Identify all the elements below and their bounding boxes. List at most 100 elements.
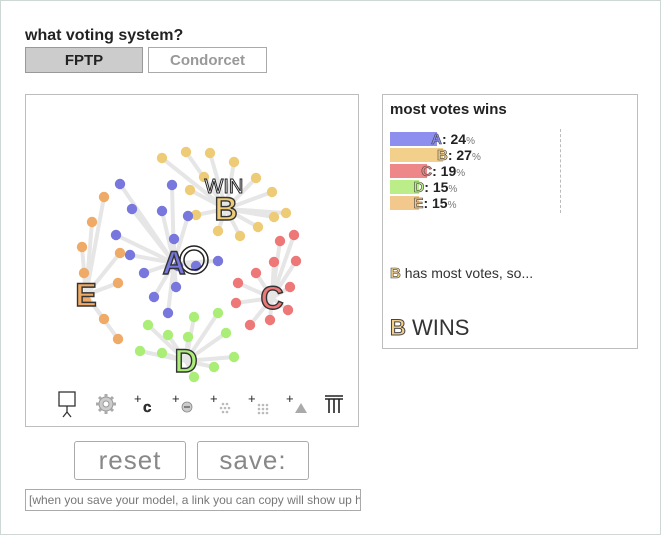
add-voter-icon[interactable]: +	[169, 389, 199, 419]
voter-line	[270, 233, 296, 300]
voter-tool-icon[interactable]	[53, 389, 83, 419]
voter-line	[166, 333, 188, 363]
voter-line	[208, 151, 228, 211]
voter-dot-d	[228, 351, 240, 363]
vote-bar-row-d: D: 15%	[390, 179, 570, 196]
voter-dot-b	[212, 225, 224, 237]
svg-text:+: +	[172, 392, 180, 406]
candidate-a[interactable]: A	[162, 244, 187, 281]
voter-dot-c	[230, 297, 242, 309]
vote-bar-row-b: B: 27%	[390, 147, 570, 164]
voter-dot-a	[162, 307, 174, 319]
voter-dot-e	[76, 241, 88, 253]
voter-dot-c	[264, 314, 276, 326]
voter-dot-c	[288, 229, 300, 241]
voter-dot-d	[156, 347, 168, 359]
vote-bar-label-c: C: 19%	[421, 163, 466, 180]
results-panel: most votes wins A: 24% B: 27% C: 19% D: 15%…	[382, 94, 638, 349]
voter-dot-d	[212, 307, 224, 319]
voter-line	[236, 281, 274, 300]
svg-text:+: +	[286, 392, 294, 406]
most-votes-candidate: B	[390, 265, 401, 283]
voter-line	[188, 188, 228, 211]
voter-dot-b	[266, 186, 278, 198]
voter-dot-e	[112, 333, 124, 345]
voter-dot-a	[126, 203, 138, 215]
voter-line	[202, 175, 228, 211]
voter-dot-e	[98, 191, 110, 203]
vote-bar-label-d: D: 15%	[413, 179, 458, 196]
voter-dot-a	[124, 249, 136, 261]
bar-divider	[560, 129, 561, 213]
vote-bar-e	[390, 196, 420, 210]
save-link-field[interactable]: [when you save your model, a link you ca…	[25, 489, 361, 511]
most-votes-line: B has most votes, so...	[390, 265, 533, 283]
add-voter-grid-icon[interactable]: +	[245, 389, 275, 419]
add-voter-group-icon[interactable]: +	[207, 389, 237, 419]
svg-text:c: c	[143, 399, 151, 416]
winner-candidate: B	[390, 315, 407, 341]
voter-line	[224, 190, 274, 211]
candidate-e[interactable]: E	[75, 276, 98, 313]
vote-bar-row-c: C: 19%	[390, 163, 570, 180]
winner-text: WINS	[412, 315, 470, 340]
voter-dot-c	[244, 319, 256, 331]
voter-dot-c	[268, 256, 280, 268]
voting-system-question: what voting system?	[25, 27, 184, 44]
svg-text:+: +	[210, 392, 218, 406]
voter-line	[248, 296, 274, 327]
vote-bar-b	[390, 148, 443, 162]
voter-dot-d	[220, 327, 232, 339]
voter-dot-a	[138, 267, 150, 279]
voter-dot-b	[180, 146, 192, 158]
vote-bar-a	[390, 132, 438, 146]
candidate-d[interactable]: D	[174, 342, 199, 379]
voter-dot-e	[112, 277, 124, 289]
voter-line	[84, 195, 106, 297]
voter-plot[interactable]: AB C D E WIN	[26, 95, 360, 428]
voter-line	[84, 251, 122, 297]
voter-dot-d	[182, 331, 194, 343]
voter-line	[160, 156, 228, 211]
voter-line	[184, 311, 220, 363]
voter-dot-a	[170, 281, 182, 293]
voter-line	[114, 233, 176, 265]
voter-line	[152, 261, 176, 299]
voter-center-ring-inner	[183, 249, 205, 271]
voter-dot-a	[182, 210, 194, 222]
svg-text:+: +	[134, 392, 142, 406]
add-triangle-icon[interactable]: +	[283, 389, 313, 419]
voter-dot-c	[290, 255, 302, 267]
save-button[interactable]: save:	[197, 441, 309, 480]
reset-button[interactable]: reset	[74, 441, 186, 480]
svg-text:+: +	[248, 392, 256, 406]
condorcet-button[interactable]: Condorcet	[148, 47, 267, 73]
voter-line	[184, 355, 236, 363]
fptp-button[interactable]: FPTP	[25, 47, 143, 73]
voter-dot-d	[134, 345, 146, 357]
simulation-canvas[interactable]: A B C D E WIN	[25, 94, 359, 427]
winner-line: B WINS	[390, 315, 470, 341]
voter-line	[224, 207, 276, 219]
voter-dot-c	[274, 235, 286, 247]
voter-dot-b	[190, 209, 202, 221]
vote-bar-d	[390, 180, 420, 194]
candidate-b[interactable]: B	[214, 190, 239, 227]
voter-dot-e	[80, 295, 92, 307]
voter-dot-b	[184, 184, 196, 196]
voter-dot-b	[268, 211, 280, 223]
gear-icon[interactable]	[91, 389, 121, 419]
voter-dot-d	[188, 371, 200, 383]
candidate-c[interactable]: C	[260, 279, 285, 316]
voter-dot-e	[86, 216, 98, 228]
voter-line	[270, 259, 298, 300]
voter-dot-e	[114, 247, 126, 259]
add-candidate-icon[interactable]: + c	[131, 389, 161, 419]
voter-dot-a	[148, 291, 160, 303]
voter-dot-b	[280, 207, 292, 219]
voter-dot-b	[204, 147, 216, 159]
vote-bars: A: 24% B: 27% C: 19% D: 15% E: 15%	[390, 131, 570, 212]
voter-line	[224, 160, 236, 211]
trash-icon[interactable]	[319, 389, 349, 419]
